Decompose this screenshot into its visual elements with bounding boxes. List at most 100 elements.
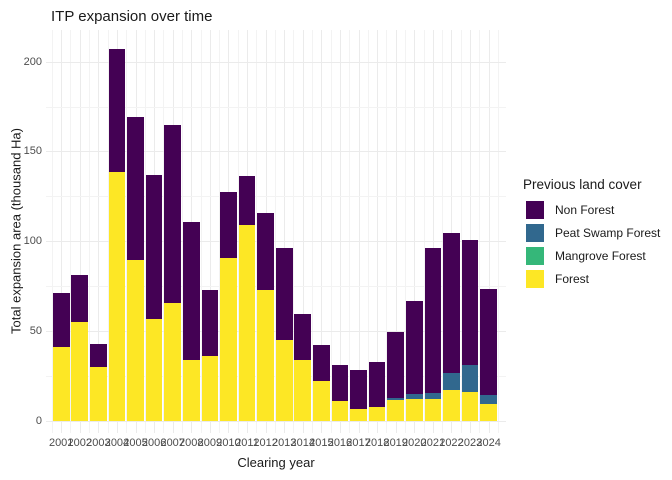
bar-segment-peat-swamp-forest: [387, 397, 405, 401]
gridline-x-major: [451, 30, 453, 433]
gridline-x-minor: [330, 30, 332, 433]
legend-item: Peat Swamp Forest: [526, 224, 660, 242]
bar-segment-non-forest: [405, 301, 423, 395]
x-tick-label: 2015: [309, 437, 334, 449]
bar-segment-non-forest: [368, 361, 386, 407]
y-tick-label: 0: [35, 415, 42, 427]
x-tick-label: 2020: [402, 437, 427, 449]
legend: Previous land cover Non Forest Peat Swamp…: [523, 177, 660, 293]
y-tick-label: 200: [23, 55, 42, 68]
bar-segment-peat-swamp-forest: [424, 393, 442, 400]
gridline-x-minor: [200, 30, 202, 433]
bar-segment-non-forest: [201, 289, 219, 357]
bar-segment-forest: [368, 406, 386, 421]
bar-segment-non-forest: [313, 344, 330, 382]
x-tick-label: 2014: [290, 437, 316, 449]
gridline-y-major: [46, 151, 506, 153]
legend-key-swatch: [526, 270, 544, 288]
bar-segment-non-forest: [127, 117, 144, 261]
legend-item: Mangrove Forest: [526, 247, 660, 265]
gridline-x-minor: [181, 30, 183, 433]
x-tick-label: 2011: [235, 437, 259, 449]
gridline-x-minor: [89, 30, 91, 433]
legend-key-swatch: [526, 247, 544, 265]
gridline-x-minor: [256, 30, 258, 433]
bar-segment-non-forest: [182, 221, 200, 360]
bar-segment-non-forest: [238, 175, 256, 226]
y-tick-label: 100: [23, 235, 42, 248]
bar-segment-forest: [443, 390, 460, 421]
bar-segment-forest: [52, 347, 70, 421]
legend-item-label: Peat Swamp Forest: [555, 226, 661, 240]
gridline-x-major: [209, 30, 211, 433]
gridline-x-minor: [404, 30, 406, 433]
bar-segment-forest: [275, 340, 293, 421]
legend-item-label: Forest: [555, 272, 590, 286]
bar-segment-peat-swamp-forest: [443, 373, 460, 391]
bar-segment-forest: [405, 399, 423, 421]
gridline-x-major: [432, 30, 434, 433]
gridline-x-minor: [423, 30, 425, 433]
bar-segment-forest: [294, 359, 312, 421]
x-tick-label: 2007: [160, 437, 185, 449]
bar-segment-non-forest: [461, 240, 479, 366]
y-axis-title: Total expansion area (thousand Ha): [8, 128, 24, 334]
bar-segment-forest: [220, 258, 237, 421]
bar-segment-forest: [108, 172, 126, 421]
x-tick-label: 2017: [346, 437, 371, 449]
x-tick-label: 2006: [141, 437, 167, 449]
x-tick-label: 2003: [86, 437, 111, 449]
bar-segment-forest: [387, 400, 405, 421]
bar-segment-forest: [313, 381, 330, 421]
bar-segment-forest: [145, 318, 163, 421]
bar-segment-non-forest: [294, 314, 312, 360]
gridline-x-minor: [107, 30, 109, 433]
gridline-x-major: [395, 30, 397, 433]
bar-segment-non-forest: [220, 191, 237, 259]
x-tick-label: 2021: [420, 437, 446, 449]
bar-segment-forest: [164, 303, 182, 421]
bar-segment-forest: [238, 225, 256, 421]
bar-segment-forest: [182, 359, 200, 421]
gridline-x-minor: [460, 30, 462, 433]
gridline-x-major: [302, 30, 304, 433]
gridline-x-minor: [386, 30, 388, 433]
chart-title: ITP expansion over time: [51, 8, 213, 25]
gridline-x-major: [98, 30, 100, 433]
bar-segment-non-forest: [164, 125, 182, 304]
x-tick-label: 2024: [476, 437, 501, 449]
y-tick-label: 150: [23, 145, 42, 158]
bar-segment-non-forest: [480, 288, 497, 395]
bar-segment-forest: [71, 322, 89, 421]
gridline-x-minor: [126, 30, 128, 433]
bar-segment-non-forest: [90, 343, 107, 368]
bar-segment-non-forest: [350, 369, 367, 410]
gridline-y-major: [46, 241, 506, 243]
x-tick-label: 2004: [104, 437, 130, 449]
x-tick-label: 2009: [197, 437, 223, 449]
gridline-x-major: [79, 30, 81, 433]
gridline-y-minor: [46, 106, 506, 108]
gridline-x-minor: [144, 30, 146, 433]
gridline-x-major: [321, 30, 323, 433]
x-tick-label: 2019: [383, 437, 408, 449]
x-tick-label: 2005: [123, 437, 148, 449]
gridline-x-minor: [163, 30, 165, 433]
bar-segment-forest: [201, 356, 219, 421]
x-tick-label: 2002: [67, 437, 93, 449]
gridline-x-major: [358, 30, 360, 433]
x-axis-title: Clearing year: [237, 455, 315, 470]
bar-segment-non-forest: [257, 213, 274, 290]
gridline-x-major: [61, 30, 63, 433]
gridline-x-major: [339, 30, 341, 433]
bar-segment-forest: [257, 289, 274, 421]
gridline-x-major: [488, 30, 490, 433]
gridline-x-major: [470, 30, 472, 433]
gridline-y-major: [46, 421, 506, 422]
plot-panel: [46, 30, 506, 433]
gridline-x-minor: [51, 30, 53, 433]
bar-segment-peat-swamp-forest: [461, 365, 479, 393]
legend-key-swatch: [526, 201, 544, 219]
legend-items: Non Forest Peat Swamp Forest Mangrove Fore…: [523, 201, 660, 288]
